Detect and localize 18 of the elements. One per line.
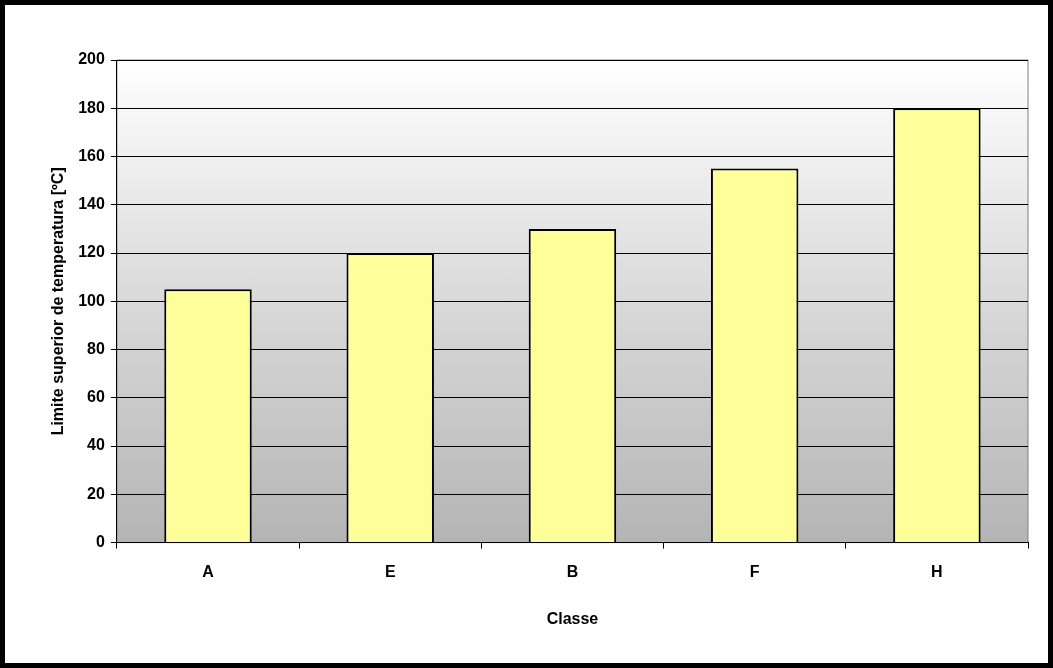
- y-tick-label: 180: [78, 98, 105, 116]
- y-tick-label: 20: [87, 484, 105, 502]
- y-tick-label: 80: [87, 339, 105, 357]
- x-tick-label: B: [566, 562, 579, 580]
- y-tick-label: 200: [78, 50, 105, 68]
- y-tick-label: 140: [78, 195, 105, 213]
- y-tick-label: 0: [95, 533, 105, 551]
- y-axis-title: Limite superior de temperatura [ºC]: [49, 167, 67, 436]
- x-tick-label: H: [931, 562, 943, 580]
- x-tick-label: F: [749, 562, 760, 580]
- y-tick-label: 40: [87, 436, 105, 454]
- y-tick-label: 120: [78, 243, 105, 261]
- y-tick-label: 60: [87, 388, 105, 406]
- x-tick-label: E: [384, 562, 396, 580]
- y-tick-label: 160: [78, 146, 105, 164]
- x-tick-label: A: [202, 562, 215, 580]
- x-axis-title: Classe: [546, 609, 599, 627]
- y-tick-label: 100: [78, 291, 105, 309]
